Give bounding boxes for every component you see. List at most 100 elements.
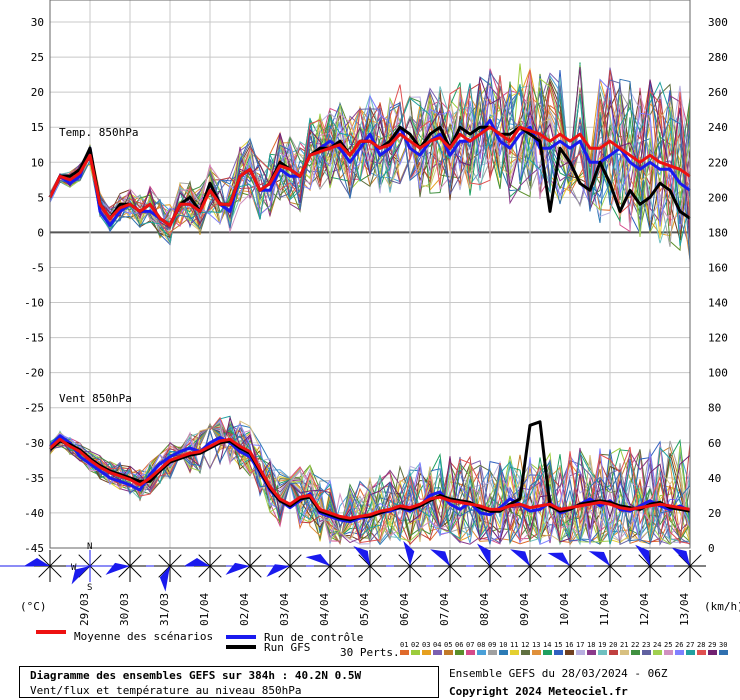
x-tick-label: 03/04: [278, 593, 291, 626]
left-tick-label: 0: [37, 226, 44, 239]
right-tick-label: 180: [708, 226, 728, 239]
run-info: Ensemble GEFS du 28/03/2024 - 06Z: [449, 667, 668, 680]
left-tick-label: -35: [24, 472, 44, 485]
barb-flag: [225, 562, 250, 575]
mean-wind-line: [49, 437, 691, 520]
x-tick-label: 04/04: [318, 593, 331, 626]
barb-flag: [71, 566, 90, 585]
pert-swatch: [598, 650, 607, 655]
pert-number: 01: [400, 641, 408, 649]
barb-flag: [430, 549, 450, 566]
pert-number: 08: [477, 641, 485, 649]
ensemble-wind-line: [49, 416, 691, 545]
pert-swatch: [477, 650, 486, 655]
pert-swatch: [521, 650, 530, 655]
pert-number: 19: [598, 641, 606, 649]
right-tick-label: 300: [708, 16, 728, 29]
pert-number: 30: [719, 641, 727, 649]
left-tick-label: -15: [24, 332, 44, 345]
left-tick-label: 25: [31, 51, 44, 64]
pert-number: 29: [708, 641, 716, 649]
wind-barb: [105, 550, 146, 582]
barb-flag: [477, 543, 491, 566]
left-tick-label: 20: [31, 86, 44, 99]
pert-swatch: [488, 650, 497, 655]
left-tick-label: -30: [24, 437, 44, 450]
pert-number: 16: [565, 641, 573, 649]
wind-panel-label: Vent 850hPa: [59, 392, 132, 405]
pert-number: 27: [686, 641, 694, 649]
pert-number: 03: [422, 641, 430, 649]
plot-frame: [49, 0, 691, 549]
right-tick-label: 280: [708, 51, 728, 64]
x-tick-label: 05/04: [358, 593, 371, 626]
left-tick-label: -5: [31, 261, 44, 274]
right-tick-label: 200: [708, 191, 728, 204]
pert-swatch: [400, 650, 409, 655]
legend: Moyenne des scénarios Run de contrôle Ru…: [36, 630, 728, 659]
pert-swatch: [433, 650, 442, 655]
x-axis-dates: 29/03 30/03 31/03 01/04 02/04 03/04 04/04 05/04…: [78, 593, 691, 626]
x-tick-label: 30/03: [118, 593, 131, 626]
wind-barb: [588, 550, 626, 582]
wind-barb: [430, 549, 466, 582]
legend-control-label: Run de contrôle: [264, 631, 363, 644]
wind-barb: [305, 550, 346, 582]
pert-swatch: [455, 650, 464, 655]
x-tick-label: 07/04: [438, 593, 451, 626]
barb-flag: [671, 547, 690, 566]
pert-number: 20: [609, 641, 617, 649]
pert-number: 12: [521, 641, 529, 649]
pert-swatch: [466, 650, 475, 655]
ensemble-temp-line: [49, 81, 691, 241]
temp-panel-label: Temp. 850hPa: [59, 126, 138, 139]
pert-number: 18: [587, 641, 595, 649]
pert-number: 28: [697, 641, 705, 649]
right-tick-label: 260: [708, 86, 728, 99]
x-tick-label: 31/03: [158, 593, 171, 626]
x-tick-label: 02/04: [238, 593, 251, 626]
pert-number: 10: [499, 641, 507, 649]
footer-title: Diagramme des ensembles GEFS sur 384h : …: [30, 669, 362, 682]
compass-n: N: [87, 542, 92, 552]
ensemble-wind-line: [49, 425, 691, 545]
wind-barb: [266, 550, 306, 582]
gfs-wind-line: [49, 420, 691, 522]
wind-barb: [547, 550, 586, 582]
left-tick-label: 15: [31, 121, 44, 134]
wind-barb: [353, 546, 386, 582]
x-tick-label: 10/04: [558, 593, 571, 626]
pert-number: 26: [675, 641, 683, 649]
compass-w: W: [71, 563, 77, 573]
right-tick-label: 80: [708, 402, 721, 415]
pert-swatch: [697, 650, 706, 655]
x-tick-label: 09/04: [518, 593, 531, 626]
pert-swatch: [554, 650, 563, 655]
pert-swatch: [609, 650, 618, 655]
right-tick-label: 140: [708, 297, 728, 310]
pert-number: 06: [455, 641, 463, 649]
mean-temperature-line: [48, 125, 691, 227]
pert-swatch: [653, 650, 662, 655]
legend-mean-label: Moyenne des scénarios: [74, 630, 213, 643]
barb-flag: [510, 549, 530, 566]
barb-flag: [353, 546, 370, 566]
barb-flag: [588, 551, 610, 566]
pert-number: 14: [543, 641, 551, 649]
pert-number: 07: [466, 641, 474, 649]
pert-number: 11: [510, 641, 518, 649]
pert-swatch: [675, 650, 684, 655]
pert-number: 17: [576, 641, 584, 649]
x-tick-label: 29/03: [78, 593, 91, 626]
pert-swatch: [664, 650, 673, 655]
barb-flag: [184, 558, 210, 566]
ensemble-temp-line: [49, 81, 691, 247]
barb-flag: [266, 564, 290, 577]
barb-flag: [403, 540, 415, 566]
barb-flag: [24, 558, 50, 566]
right-tick-label: 100: [708, 367, 728, 380]
barb-flag: [159, 566, 170, 592]
left-tick-label: -10: [24, 297, 44, 310]
pert-swatch: [686, 650, 695, 655]
